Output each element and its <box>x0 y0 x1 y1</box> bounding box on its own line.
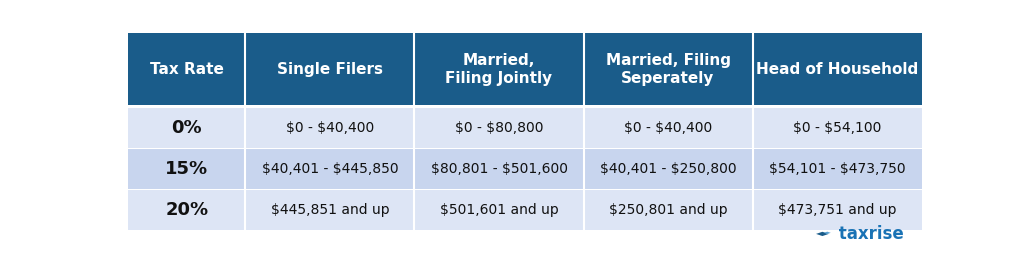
Text: 0%: 0% <box>171 119 202 137</box>
Text: 20%: 20% <box>165 201 208 219</box>
Bar <box>753 108 923 148</box>
Text: \$501,601 and up: \$501,601 and up <box>439 203 558 217</box>
Bar <box>753 33 923 105</box>
Bar <box>415 149 585 189</box>
Text: \$80,801 - \$501,600: \$80,801 - \$501,600 <box>430 162 567 176</box>
Text: 15%: 15% <box>165 160 208 178</box>
Bar <box>246 33 416 105</box>
Text: Head of Household: Head of Household <box>756 62 919 77</box>
Text: \$40,401 - \$445,850: \$40,401 - \$445,850 <box>262 162 398 176</box>
Bar <box>753 190 923 230</box>
Bar <box>246 190 416 230</box>
Text: Tax Rate: Tax Rate <box>150 62 223 77</box>
Bar <box>415 190 585 230</box>
Text: \$54,101 - \$473,750: \$54,101 - \$473,750 <box>769 162 905 176</box>
Bar <box>584 108 754 148</box>
Text: \$250,801 and up: \$250,801 and up <box>608 203 727 217</box>
Bar <box>128 108 246 148</box>
Bar <box>246 108 416 148</box>
Polygon shape <box>823 232 830 234</box>
Bar <box>584 149 754 189</box>
Bar <box>753 149 923 189</box>
Text: \$40,401 - \$250,800: \$40,401 - \$250,800 <box>600 162 736 176</box>
Text: \$0 - \$54,100: \$0 - \$54,100 <box>793 121 882 135</box>
Bar <box>128 190 246 230</box>
Text: Single Filers: Single Filers <box>276 62 383 77</box>
Bar <box>246 149 416 189</box>
Text: \$0 - \$40,400: \$0 - \$40,400 <box>624 121 712 135</box>
Text: Married, Filing
Seperately: Married, Filing Seperately <box>605 53 730 86</box>
Bar <box>128 149 246 189</box>
Bar <box>415 33 585 105</box>
Text: taxrise: taxrise <box>833 225 903 243</box>
Polygon shape <box>816 232 828 236</box>
Text: \$473,751 and up: \$473,751 and up <box>778 203 896 217</box>
Text: \$445,851 and up: \$445,851 and up <box>270 203 389 217</box>
Bar <box>128 33 246 105</box>
Bar <box>584 33 754 105</box>
Text: \$0 - \$40,400: \$0 - \$40,400 <box>286 121 374 135</box>
Text: Married,
Filing Jointly: Married, Filing Jointly <box>445 53 553 86</box>
Bar <box>415 108 585 148</box>
Text: \$0 - \$80,800: \$0 - \$80,800 <box>455 121 544 135</box>
Bar <box>584 190 754 230</box>
